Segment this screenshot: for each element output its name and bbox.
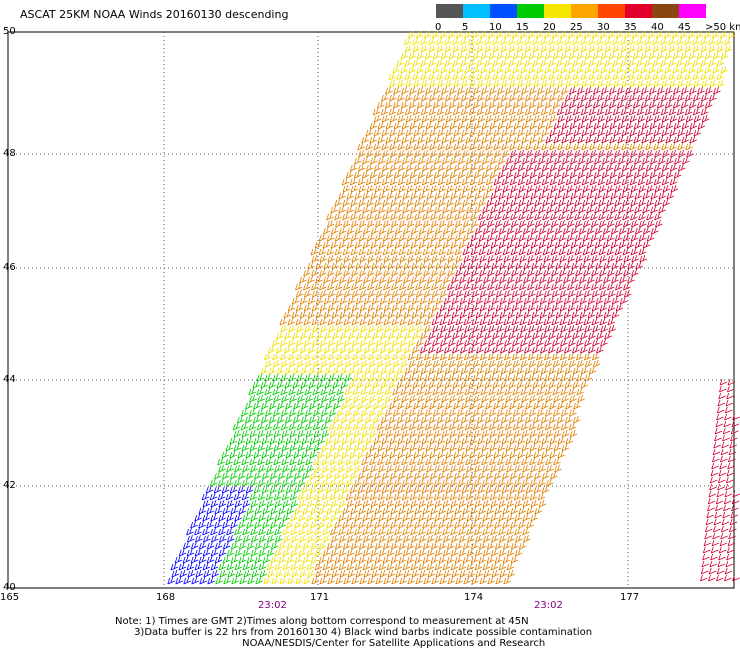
- latitude-label: 44: [3, 374, 16, 385]
- longitude-label: 165: [0, 592, 19, 603]
- latitude-label: 48: [3, 148, 16, 159]
- longitude-label: 174: [464, 592, 483, 603]
- note-line-3: NOAA/NESDIS/Center for Satellite Applica…: [115, 638, 545, 649]
- pass-time-label: 23:02: [258, 600, 287, 611]
- longitude-label: 171: [310, 592, 329, 603]
- footer-notes: Note: 1) Times are GMT 2)Times along bot…: [115, 616, 592, 649]
- wind-barbs: [168, 31, 740, 584]
- latitude-label: 50: [3, 26, 16, 37]
- note-line-1: Note: 1) Times are GMT 2)Times along bot…: [115, 616, 529, 627]
- pass-time-label: 23:02: [534, 600, 563, 611]
- wind-barb-group: [210, 374, 352, 584]
- note-line-2: 3)Data buffer is 22 hrs from 20160130 4)…: [115, 627, 592, 638]
- latitude-label: 46: [3, 262, 16, 273]
- wind-barb-group: [420, 87, 739, 581]
- longitude-label: 177: [620, 592, 639, 603]
- latitude-label: 42: [3, 480, 16, 491]
- longitude-label: 168: [156, 592, 175, 603]
